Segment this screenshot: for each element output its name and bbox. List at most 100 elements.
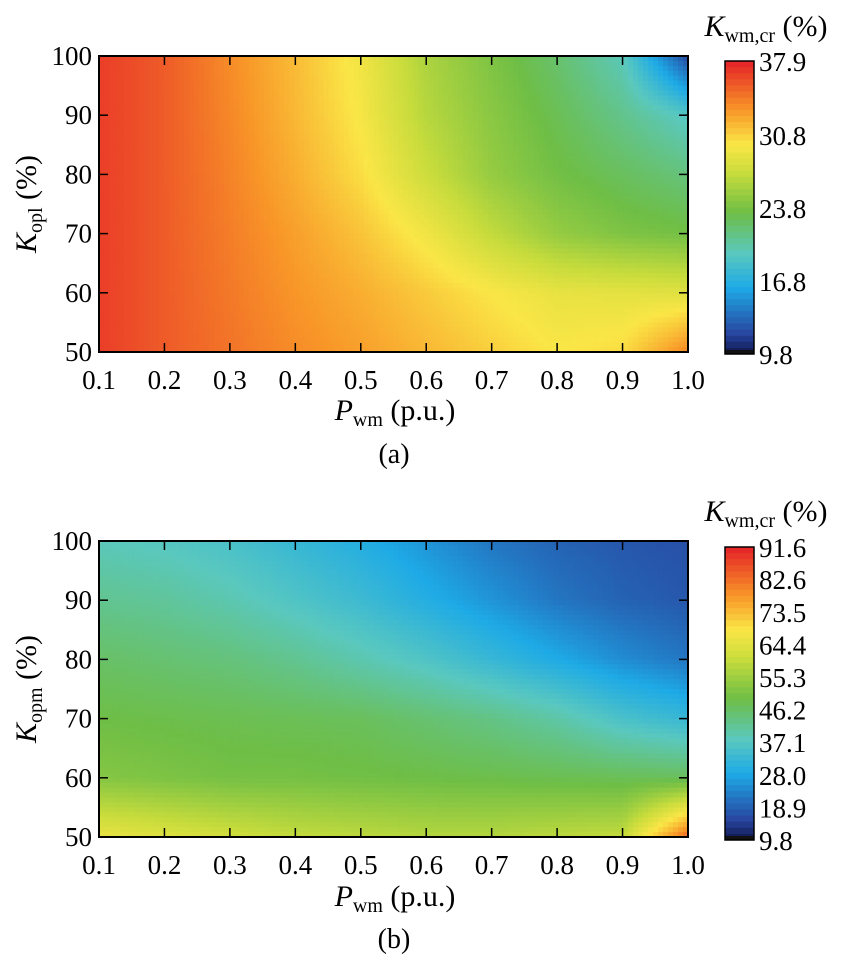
heatmap-cell (238, 189, 245, 195)
heatmap-cell (333, 110, 340, 116)
heatmap-cell (513, 184, 519, 190)
heatmap-cell (293, 154, 300, 161)
heatmap-cell (538, 174, 544, 180)
heatmap-cell (328, 56, 335, 62)
heatmap-cell (168, 120, 175, 126)
heatmap-cell (563, 258, 569, 264)
heatmap-cell (648, 164, 654, 171)
heatmap-cell (148, 199, 155, 205)
heatmap-cell (408, 233, 415, 240)
heatmap-cell (583, 159, 589, 166)
heatmap-cell (128, 253, 135, 259)
heatmap-cell (433, 134, 440, 141)
heatmap-cell (293, 134, 300, 141)
heatmap-cell (453, 243, 459, 249)
heatmap-cell (473, 105, 479, 111)
heatmap-cell (353, 243, 360, 249)
heatmap-cell (498, 228, 504, 235)
heatmap-cell (488, 85, 494, 92)
heatmap-cell (183, 134, 190, 141)
heatmap-cell (193, 105, 200, 111)
heatmap-cell (373, 105, 380, 111)
heatmap-cell (168, 263, 175, 269)
heatmap-cell (668, 70, 674, 77)
heatmap-cell (528, 85, 534, 92)
heatmap-cell (203, 238, 210, 245)
heatmap-cell (183, 258, 190, 264)
heatmap-cell (633, 194, 639, 200)
heatmap-cell (458, 70, 464, 77)
heatmap-cell (403, 248, 410, 254)
heatmap-cell (208, 110, 215, 116)
heatmap-cell (173, 164, 180, 171)
heatmap-cell (533, 105, 539, 111)
heatmap-cell (423, 174, 430, 180)
heatmap-cell (258, 95, 265, 101)
heatmap-cell (118, 139, 125, 146)
heatmap-cell (558, 208, 564, 215)
heatmap-cell (578, 169, 584, 175)
heatmap-cell (143, 90, 150, 97)
heatmap-cell (363, 189, 370, 195)
heatmap-cell (458, 120, 464, 126)
heatmap-cell (103, 243, 110, 249)
heatmap-cell (328, 154, 335, 161)
heatmap-cell (508, 60, 514, 67)
heatmap-cell (643, 169, 649, 175)
heatmap-cell (288, 70, 295, 77)
heatmap-cell (628, 144, 634, 151)
heatmap-cell (178, 70, 185, 77)
heatmap-cell (193, 253, 200, 259)
heatmap-cell (308, 218, 315, 225)
heatmap-cell (603, 253, 609, 259)
heatmap-cell (293, 258, 300, 264)
heatmap-cell (393, 70, 400, 77)
heatmap-cell (498, 80, 504, 87)
heatmap-cell (393, 233, 400, 240)
heatmap-cell (188, 258, 195, 264)
heatmap-cell (628, 65, 634, 72)
heatmap-cell (298, 213, 305, 220)
heatmap-cell (178, 184, 185, 190)
heatmap-cell (238, 154, 245, 161)
heatmap-cell (613, 144, 619, 151)
heatmap-cell (108, 90, 115, 97)
heatmap-cell (433, 100, 440, 106)
heatmap-cell (203, 130, 210, 136)
heatmap-cell (208, 189, 215, 195)
heatmap-cell (133, 134, 140, 141)
heatmap-cell (618, 223, 624, 230)
heatmap-cell (328, 65, 335, 72)
heatmap-cell (528, 56, 534, 62)
heatmap-cell (428, 56, 435, 62)
heatmap-cell (123, 65, 130, 72)
heatmap-cell (633, 169, 639, 175)
heatmap-cell (538, 179, 544, 185)
heatmap-cell (438, 154, 445, 161)
heatmap-cell (248, 164, 255, 171)
heatmap-cell (638, 258, 644, 264)
heatmap-cell (233, 228, 240, 235)
heatmap-cell (578, 159, 584, 166)
heatmap-cell (428, 60, 435, 67)
heatmap-cell (138, 174, 145, 180)
heatmap-cell (493, 110, 499, 116)
heatmap-cell (223, 179, 230, 185)
heatmap-cell (453, 125, 459, 131)
heatmap-cell (363, 233, 370, 240)
heatmap-cell (428, 144, 435, 151)
heatmap-cell (353, 253, 360, 259)
heatmap-cell (238, 139, 245, 146)
heatmap-cell (483, 218, 489, 225)
heatmap-cell (158, 253, 165, 259)
heatmap-cell (368, 179, 375, 185)
heatmap-cell (253, 248, 260, 254)
heatmap-cell (598, 164, 604, 171)
heatmap-cell (503, 139, 509, 146)
heatmap-cell (323, 130, 330, 136)
heatmap-cell (258, 238, 265, 245)
heatmap-cell (138, 184, 145, 190)
heatmap-cell (318, 243, 325, 249)
heatmap-cell (268, 159, 275, 166)
heatmap-cell (303, 228, 310, 235)
